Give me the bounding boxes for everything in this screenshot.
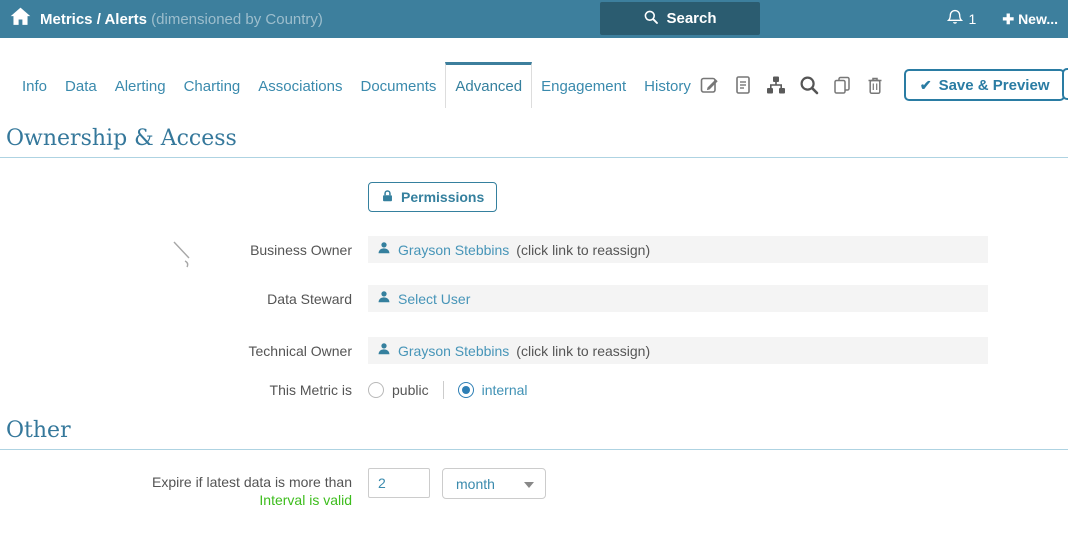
permissions-label: Permissions <box>401 189 485 205</box>
expire-unit-select[interactable]: month <box>442 468 546 499</box>
toolbar: ✔ Save & Preview <box>700 62 1068 108</box>
user-icon <box>377 241 391 258</box>
search-tool-icon[interactable] <box>799 75 819 95</box>
tab-bar: Info Data Alerting Charting Associations… <box>0 62 1068 108</box>
reassign-hint: (click link to reassign) <box>516 342 651 359</box>
tab-associations[interactable]: Associations <box>258 78 343 95</box>
business-owner-row: Business Owner Grayson Stebbins (click l… <box>0 236 1068 263</box>
radio-internal[interactable] <box>457 382 474 398</box>
user-icon <box>377 342 391 359</box>
expire-value-input[interactable] <box>368 468 430 498</box>
data-steward-label: Data Steward <box>267 290 352 307</box>
bell-icon <box>946 8 964 31</box>
home-icon <box>10 6 31 32</box>
new-button-label: New... <box>1018 11 1058 27</box>
home-button[interactable] <box>0 6 40 32</box>
breadcrumb-subtitle: (dimensioned by Country) <box>151 10 323 28</box>
user-icon <box>377 290 391 307</box>
tab-data[interactable]: Data <box>65 78 97 95</box>
plus-icon: ✚ <box>1002 10 1015 27</box>
reassign-hint: (click link to reassign) <box>516 241 651 258</box>
document-icon[interactable] <box>733 75 753 95</box>
technical-owner-value: Grayson Stebbins (click link to reassign… <box>368 337 988 364</box>
radio-public[interactable] <box>368 382 384 398</box>
tab-history[interactable]: History <box>644 78 691 95</box>
breadcrumb-title: Metrics / Alerts <box>40 10 147 28</box>
save-preview-button[interactable]: ✔ Save & Preview <box>903 69 1066 101</box>
business-owner-link[interactable]: Grayson Stebbins <box>398 241 510 258</box>
search-button-label: Search <box>666 10 717 27</box>
business-owner-value: Grayson Stebbins (click link to reassign… <box>368 236 988 263</box>
edit-icon[interactable] <box>700 75 720 95</box>
tab-documents[interactable]: Documents <box>360 78 437 95</box>
partial-right-button[interactable] <box>1062 68 1068 100</box>
notifications-button[interactable]: 1 <box>946 8 977 31</box>
expire-label: Expire if latest data is more than <box>152 474 352 490</box>
technical-owner-row: Technical Owner Grayson Stebbins (click … <box>0 337 1068 364</box>
expire-row: Expire if latest data is more than Inter… <box>0 468 546 509</box>
divider <box>442 381 444 399</box>
tab-advanced[interactable]: Advanced <box>445 62 533 108</box>
data-steward-value: Select User <box>368 285 988 312</box>
section-title-ownership: Ownership & Access <box>0 126 1068 158</box>
interval-valid-message: Interval is valid <box>259 492 352 508</box>
chevron-down-icon <box>524 482 534 488</box>
metric-visibility-row: This Metric is public internal <box>0 381 1068 399</box>
permissions-button[interactable]: Permissions <box>368 182 498 212</box>
copy-icon[interactable] <box>832 75 852 95</box>
radio-public-label[interactable]: public <box>392 382 429 398</box>
notification-count: 1 <box>968 11 977 27</box>
section-title-other: Other <box>0 418 1068 450</box>
sitemap-icon[interactable] <box>766 75 786 95</box>
data-steward-link[interactable]: Select User <box>398 290 471 307</box>
data-steward-row: Data Steward Select User <box>0 285 1068 312</box>
tab-engagement[interactable]: Engagement <box>541 78 627 95</box>
technical-owner-link[interactable]: Grayson Stebbins <box>398 342 510 359</box>
expire-unit-value: month <box>456 475 495 492</box>
check-icon: ✔ <box>919 76 932 93</box>
tab-alerting[interactable]: Alerting <box>114 78 166 95</box>
search-button[interactable]: Search <box>600 2 760 35</box>
technical-owner-label: Technical Owner <box>248 342 353 359</box>
business-owner-label: Business Owner <box>250 241 352 258</box>
top-header-bar: Metrics / Alerts (dimensioned by Country… <box>0 0 1068 38</box>
metric-visibility-label: This Metric is <box>269 382 352 398</box>
tab-info[interactable]: Info <box>22 78 48 95</box>
search-icon <box>643 9 659 29</box>
save-preview-label: Save & Preview <box>938 76 1050 94</box>
trash-icon[interactable] <box>865 75 885 95</box>
breadcrumb: Metrics / Alerts (dimensioned by Country… <box>40 11 323 28</box>
tab-charting[interactable]: Charting <box>183 78 241 95</box>
new-button[interactable]: ✚ New... <box>1002 11 1058 28</box>
lock-icon <box>381 189 394 206</box>
radio-internal-label[interactable]: internal <box>481 382 528 398</box>
